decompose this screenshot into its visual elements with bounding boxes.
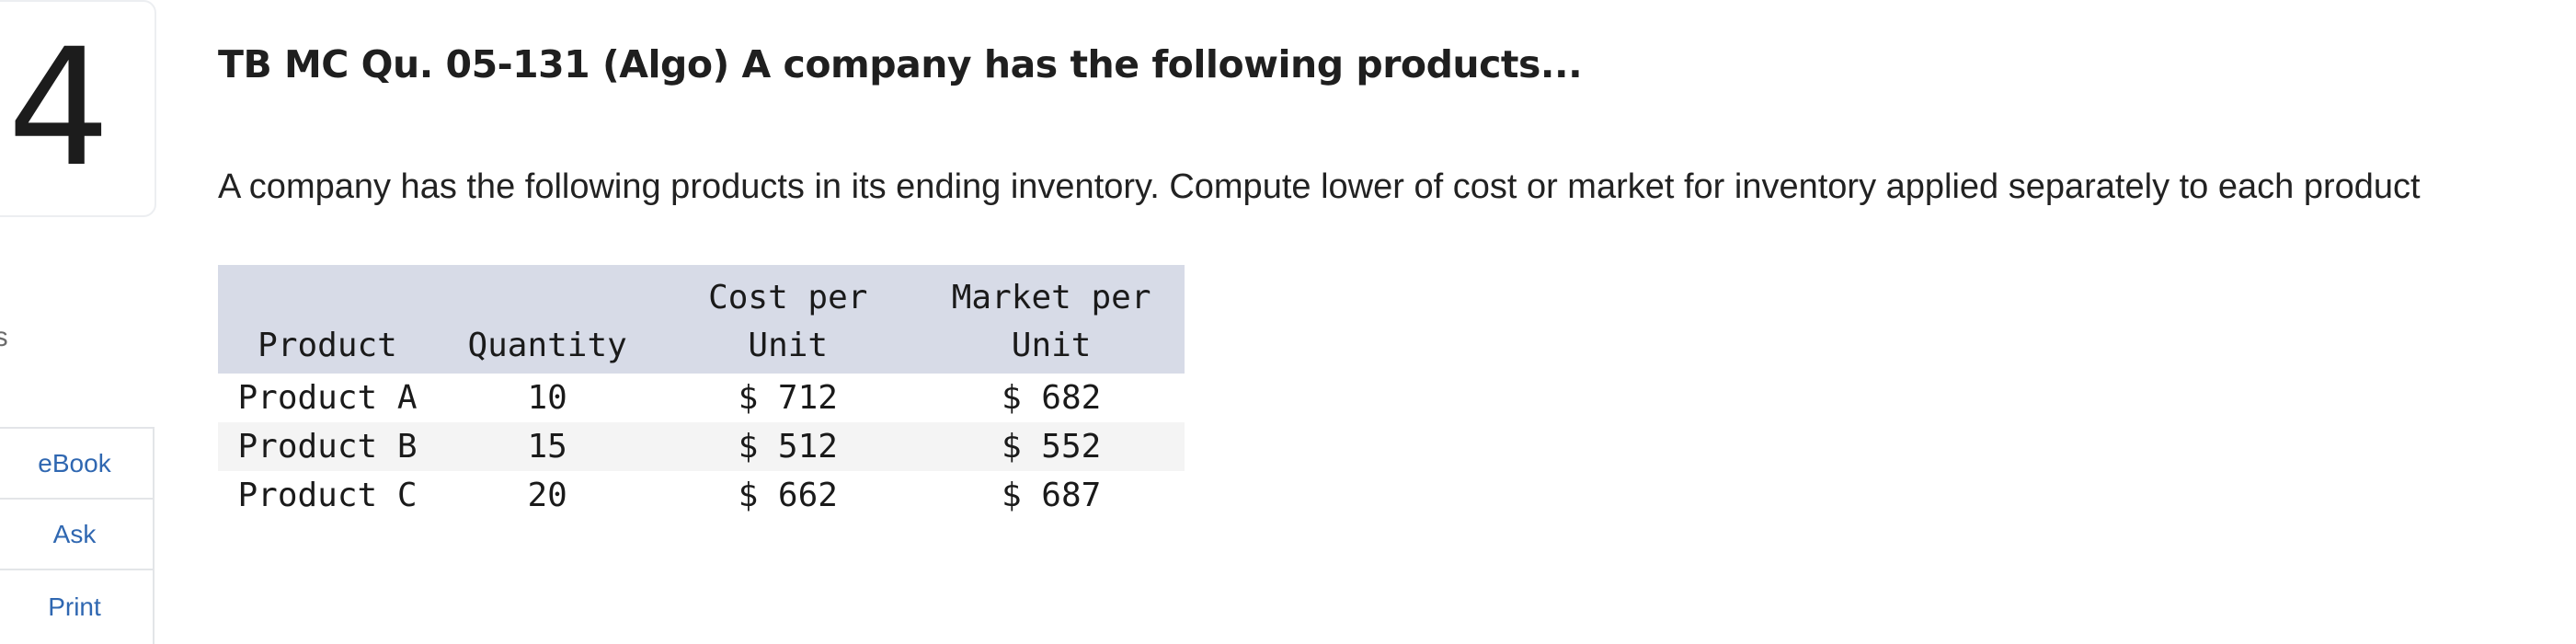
header-product-label: Product <box>258 327 397 364</box>
cell-market: $ 552 <box>1001 428 1102 466</box>
table-row: Product A 10 $ 712 $ 682 <box>218 374 1185 422</box>
header-cost-per-unit: Cost per Unit <box>658 265 918 374</box>
ebook-button[interactable]: eBook <box>0 429 153 500</box>
cell-quantity: 10 <box>527 379 567 417</box>
question-number-card <box>0 0 156 217</box>
side-actions-panel: eBook Ask Print <box>0 427 155 644</box>
cell-quantity: 15 <box>527 428 567 466</box>
table-row: Product C 20 $ 662 $ 687 <box>218 471 1185 520</box>
cell-market: $ 682 <box>1001 379 1102 417</box>
cell-market: $ 687 <box>1001 477 1102 514</box>
header-market-per-unit: Market per Unit <box>918 265 1185 374</box>
header-cost-line2: Unit <box>748 327 829 364</box>
header-product: Product <box>218 265 437 374</box>
question-number: 4 <box>7 14 110 202</box>
header-market-line1: Market per <box>951 279 1151 316</box>
header-row: Product Quantity Cost per Unit Market pe… <box>218 265 1185 374</box>
cell-cost: $ 662 <box>738 477 838 514</box>
header-market-line2: Unit <box>1011 327 1092 364</box>
print-button[interactable]: Print <box>48 592 101 621</box>
cell-quantity: 20 <box>527 477 567 514</box>
inventory-table-body: Product A 10 $ 712 $ 682 Product B 15 $ … <box>218 374 1185 520</box>
table-row: Product B 15 $ 512 $ 552 <box>218 422 1185 471</box>
question-title: TB MC Qu. 05-131 (Algo) A company has th… <box>218 42 1583 86</box>
question-prompt: A company has the following products in … <box>218 167 2421 206</box>
cell-cost: $ 512 <box>738 428 838 466</box>
cell-product: Product C <box>237 477 418 514</box>
cell-product: Product A <box>237 379 418 417</box>
inventory-table: Product Quantity Cost per Unit Market pe… <box>218 265 1185 520</box>
header-quantity-label: Quantity <box>467 327 627 364</box>
ask-button[interactable]: Ask <box>0 500 153 570</box>
header-quantity: Quantity <box>437 265 658 374</box>
points-label: ints <box>0 322 8 352</box>
inventory-table-header: Product Quantity Cost per Unit Market pe… <box>218 265 1185 374</box>
cell-product: Product B <box>237 428 418 466</box>
cell-cost: $ 712 <box>738 379 838 417</box>
header-cost-line1: Cost per <box>708 279 868 316</box>
